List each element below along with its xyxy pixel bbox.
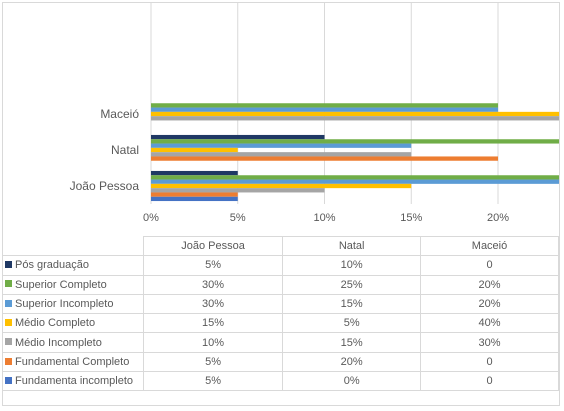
legend-label: Fundamental Completo [15, 355, 130, 368]
table-cell: 0% [282, 371, 422, 392]
table-cell: 30% [420, 332, 559, 353]
legend-label: Superior Completo [15, 278, 107, 291]
bar [151, 192, 238, 197]
category-label: Maceió [100, 107, 139, 121]
table-cell: 15% [282, 332, 422, 353]
bar [151, 152, 412, 157]
table-cell: 0 [420, 255, 559, 276]
chart-frame: 0%5%10%15%20%25%30%35%40%45%João PessoaN… [2, 2, 560, 406]
legend-key [5, 357, 12, 365]
table-cell: 5% [142, 371, 284, 392]
chart-plot: 0%5%10%15%20%25%30%35%40%45%João PessoaN… [70, 3, 559, 224]
x-tick-label: 0% [143, 212, 159, 224]
legend-label: Médio Completo [15, 317, 96, 330]
bar [151, 156, 498, 161]
bar [151, 107, 498, 112]
table-cell: 20% [420, 293, 559, 315]
table-row: Fundamenta incompleto 5% 0% 0 [3, 371, 559, 392]
table-cell: 10% [142, 332, 284, 353]
legend-entry: Superior Incompleto [3, 293, 144, 315]
legend-entry: Pós graduação [3, 255, 144, 276]
table-cell: 20% [282, 351, 422, 373]
x-tick-label: 5% [230, 212, 246, 224]
legend-label: Médio Incompleto [15, 336, 102, 349]
category-label: João Pessoa [70, 179, 140, 193]
table-row: Médio Incompleto 10% 15% 30% [3, 332, 559, 353]
bar [151, 116, 559, 121]
bar [151, 147, 238, 153]
table-cell: 25% [282, 274, 422, 295]
bar [151, 170, 238, 176]
bar [151, 175, 559, 180]
table-column-header: João Pessoa [142, 235, 284, 257]
table-row: Médio Completo 15% 5% 40% [3, 313, 559, 334]
legend-key [5, 299, 12, 307]
table-cell: 0 [420, 371, 559, 392]
table-cell: 0 [420, 351, 559, 373]
table-column-header: Maceió [420, 235, 559, 257]
table-cell: 40% [420, 313, 559, 334]
legend-key [5, 280, 12, 288]
table-cell: 15% [142, 313, 284, 334]
table-cell: 5% [142, 255, 284, 276]
bar [151, 188, 325, 193]
bar [151, 196, 238, 202]
bar [151, 134, 325, 140]
table-cell: 15% [282, 293, 422, 315]
table-cell: 5% [282, 313, 422, 334]
legend-entry: Médio Completo [3, 313, 144, 334]
table-cell: 30% [142, 293, 284, 315]
table-row: Fundamental Completo 5% 20% 0 [3, 351, 559, 373]
bar [151, 179, 559, 184]
table-cell: 5% [142, 351, 284, 373]
data-table: João Pessoa Natal Maceió Pós graduação 5% 10%… [3, 235, 559, 392]
table-header-row: João Pessoa Natal Maceió [3, 235, 559, 257]
bar [151, 139, 559, 144]
table-row: Pós graduação 5% 10% 0 [3, 255, 559, 276]
bar [151, 183, 412, 189]
legend-key [5, 318, 12, 326]
table-cell: 30% [142, 274, 284, 295]
bar [151, 103, 498, 108]
legend-entry: Fundamental Completo [3, 351, 144, 373]
legend-entry: Superior Completo [3, 274, 144, 295]
table-corner [3, 236, 144, 257]
table-cell: 10% [282, 255, 422, 276]
legend-entry: Fundamenta incompleto [3, 371, 144, 392]
category-label: Natal [111, 143, 139, 157]
table-cell: 20% [420, 274, 559, 295]
x-tick-label: 20% [487, 212, 509, 224]
table-row: Superior Completo 30% 25% 20% [3, 274, 559, 295]
x-tick-label: 10% [313, 212, 335, 224]
bar [151, 111, 559, 117]
legend-entry: Médio Incompleto [3, 332, 144, 353]
x-tick-label: 15% [400, 212, 422, 224]
bar [151, 143, 412, 148]
legend-label: Pós graduação [15, 259, 89, 272]
table-row: Superior Incompleto 30% 15% 20% [3, 293, 559, 315]
legend-label: Superior Incompleto [15, 298, 114, 311]
legend-key [5, 338, 12, 346]
legend-key [5, 261, 12, 269]
table-column-header: Natal [282, 235, 422, 257]
legend-label: Fundamenta incompleto [15, 375, 134, 388]
legend-key [5, 376, 12, 384]
